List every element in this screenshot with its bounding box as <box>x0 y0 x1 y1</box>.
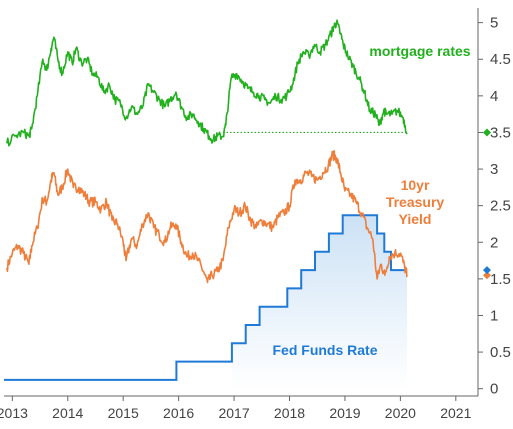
x-tick-label: 2016 <box>163 405 194 421</box>
y-tick-label: 2.5 <box>490 198 511 215</box>
y-tick-label: 4.5 <box>490 51 511 68</box>
x-tick-label: 2019 <box>329 405 360 421</box>
fed-funds-area <box>231 215 408 389</box>
y-tick-label: 4 <box>490 88 498 105</box>
y-tick-label: 0 <box>490 381 498 398</box>
treasury-yield-line <box>6 149 408 284</box>
y-tick-label: 3.5 <box>490 124 511 141</box>
x-tick-label: 2018 <box>274 405 305 421</box>
series-label: Yield <box>399 211 432 227</box>
series-label: 10yr <box>401 177 430 193</box>
x-tick-label: 2021 <box>440 405 471 421</box>
y-tick-label: 0.5 <box>490 344 511 361</box>
y-tick-label: 2 <box>490 234 498 251</box>
x-tick-label: 2017 <box>218 405 249 421</box>
series-marker-diamond <box>483 271 491 280</box>
y-tick-label: 5 <box>490 15 498 32</box>
series-label: mortgage rates <box>369 43 470 59</box>
series-marker-diamond <box>483 128 491 137</box>
x-tick-label: 2013 <box>0 405 28 421</box>
y-tick-label: 1 <box>490 307 498 324</box>
series-marker-diamond <box>483 266 491 275</box>
mortgage-rate-line <box>6 19 408 147</box>
y-tick-label: 3 <box>490 161 498 178</box>
series-label: Treasury <box>386 194 445 210</box>
series-label: Fed Funds Rate <box>272 342 377 358</box>
x-tick-label: 2014 <box>52 405 83 421</box>
x-tick-label: 2015 <box>108 405 139 421</box>
fed-funds-line <box>4 214 407 381</box>
y-tick-label: 1.5 <box>490 271 511 288</box>
x-tick-label: 2020 <box>385 405 416 421</box>
